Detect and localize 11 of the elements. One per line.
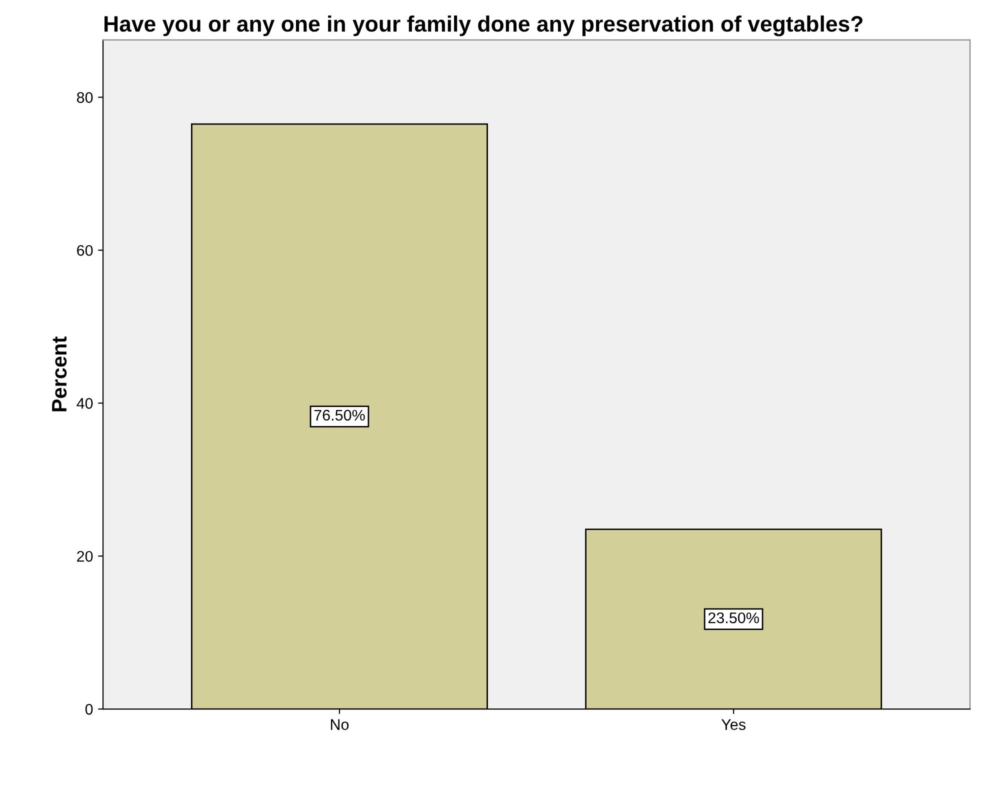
y-axis-title: Percent	[52, 336, 67, 412]
y-tick-label: 20	[77, 550, 93, 562]
data-label: 76.50%	[314, 410, 365, 421]
y-tick-label: 0	[85, 704, 93, 715]
y-tick-label: 80	[76, 92, 93, 103]
x-tick-label: No	[330, 719, 349, 730]
y-tick-label: 60	[77, 245, 93, 256]
chart-title: Have you or any one in your family done any preservation of vegtables?	[104, 15, 862, 36]
data-label: 23.50%	[708, 612, 759, 624]
x-tick-label: Yes	[721, 719, 746, 730]
y-tick-label: 40	[76, 398, 93, 409]
